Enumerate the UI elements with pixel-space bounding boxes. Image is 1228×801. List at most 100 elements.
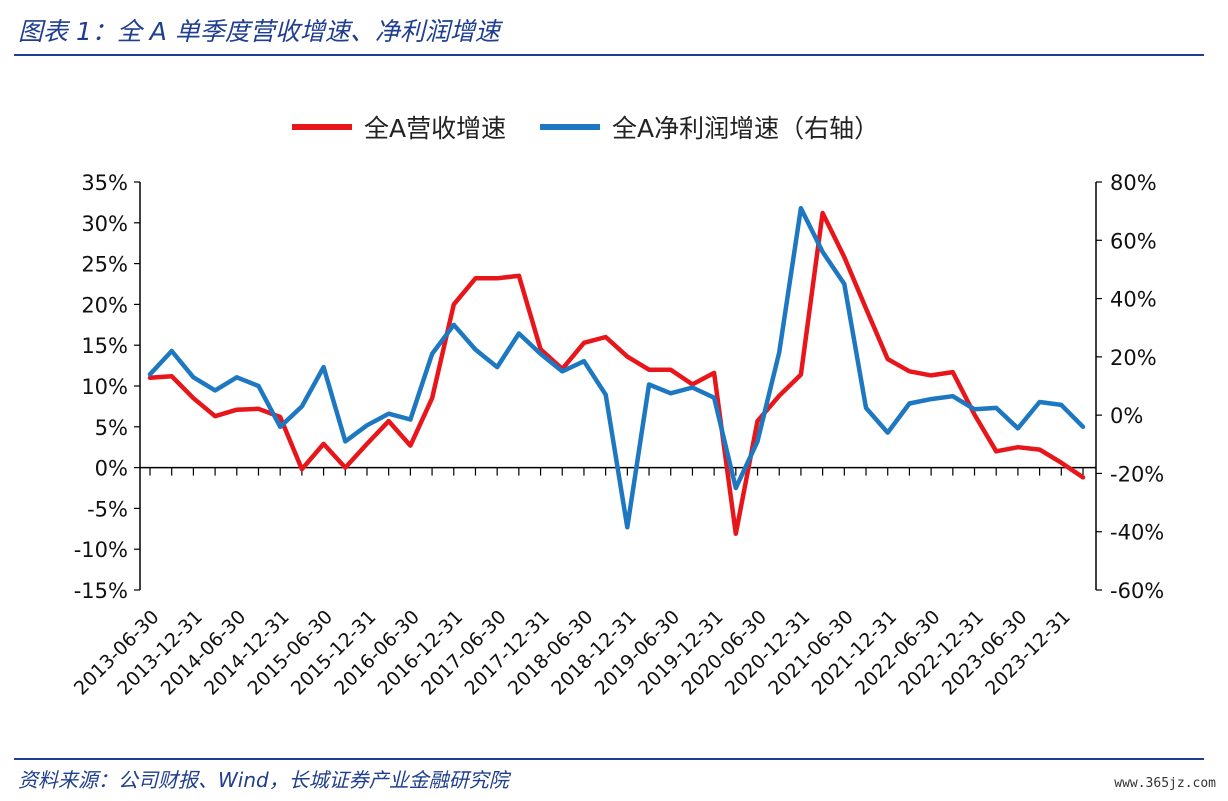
revenue-point	[365, 442, 369, 446]
right-y-tick-label: -60%	[1110, 579, 1164, 603]
profit-point	[430, 352, 434, 356]
revenue-point	[582, 341, 586, 345]
left-y-tick-label: 25%	[81, 253, 128, 277]
legend-label-revenue: 全A营收增速	[364, 114, 506, 143]
revenue-point	[647, 368, 651, 372]
revenue-point	[669, 368, 673, 372]
profit-point	[1081, 425, 1085, 429]
profit-point	[408, 417, 412, 422]
revenue-point	[408, 444, 412, 448]
profit-point	[886, 431, 890, 435]
right-y-tick-label: 80%	[1110, 171, 1157, 195]
right-y-tick-label: -40%	[1110, 521, 1164, 545]
profit-point	[517, 331, 521, 336]
profit-point	[495, 365, 499, 369]
revenue-point	[690, 382, 695, 386]
revenue-point	[278, 415, 282, 419]
series-line-profit	[147, 205, 1086, 530]
revenue-point	[972, 413, 977, 417]
revenue-point	[842, 255, 846, 259]
profit-point	[929, 397, 933, 401]
profit-point	[343, 439, 347, 443]
profit-point	[148, 372, 152, 376]
profit-point	[213, 388, 217, 392]
revenue-point	[864, 306, 868, 311]
left-y-tick-label: -5%	[87, 497, 128, 521]
left-y-tick-label: 35%	[81, 171, 128, 195]
profit-point	[1059, 403, 1063, 407]
revenue-point	[148, 376, 152, 380]
profit-point	[777, 350, 781, 355]
left-y-tick-label: -15%	[74, 579, 128, 603]
revenue-point	[604, 335, 608, 339]
profit-point	[387, 412, 391, 416]
profit-point	[669, 391, 673, 395]
profit-point	[191, 375, 195, 379]
profit-point	[951, 394, 955, 398]
profit-point	[235, 375, 239, 379]
revenue-point	[322, 442, 326, 446]
profit-point	[452, 323, 456, 327]
revenue-point	[1081, 475, 1085, 479]
figure-title: 图表 1：全 A 单季度营收增速、净利润增速	[18, 17, 500, 46]
left-y-tick-label: 10%	[81, 375, 128, 399]
revenue-point	[907, 369, 912, 373]
profit-point	[365, 423, 369, 427]
legend-label-profit: 全A净利润增速（右轴）	[612, 114, 879, 143]
revenue-point	[625, 355, 629, 359]
revenue-point	[430, 396, 434, 400]
profit-point	[560, 369, 564, 373]
watermark: www.365jz.com	[1114, 776, 1216, 791]
series-line-revenue	[147, 210, 1086, 536]
chart-axes: -15% -10% -5% 0% 5% 10% 15% 20% 25% 30% 35% -60% -40…	[70, 171, 1164, 700]
profit-point	[300, 404, 304, 408]
revenue-point	[886, 357, 890, 361]
profit-point	[734, 486, 738, 490]
profit-point	[647, 382, 651, 387]
revenue-point	[191, 396, 195, 400]
profit-point	[604, 393, 608, 397]
revenue-point	[495, 276, 499, 280]
left-y-tick-label: 0%	[95, 457, 128, 481]
right-y-tick-label: 40%	[1110, 288, 1157, 312]
revenue-point	[1059, 461, 1063, 465]
left-y-tick-label: 5%	[95, 416, 128, 440]
revenue-point	[387, 419, 391, 423]
profit-point	[972, 407, 977, 411]
footer-divider	[14, 758, 1204, 760]
revenue-point	[300, 467, 304, 471]
profit-point	[1016, 426, 1020, 430]
profit-point	[864, 406, 868, 410]
right-y-tick-label: 0%	[1110, 404, 1143, 428]
chart-series	[147, 205, 1086, 536]
revenue-point	[452, 302, 456, 306]
revenue-point	[994, 449, 998, 453]
left-y-tick-label: 20%	[81, 293, 128, 317]
right-y-tick-label: 60%	[1110, 229, 1157, 253]
profit-point	[755, 439, 760, 443]
revenue-point	[213, 414, 217, 418]
right-y-tick-label: 20%	[1110, 346, 1157, 370]
profit-point	[907, 401, 912, 406]
profit-point	[821, 250, 825, 254]
source-note: 资料来源：公司财报、Wind，长城证券产业金融研究院	[18, 768, 509, 792]
profit-point	[625, 525, 629, 529]
title-divider	[14, 54, 1204, 56]
profit-point	[994, 406, 998, 410]
right-y-tick-label: -20%	[1110, 462, 1164, 486]
revenue-point	[799, 373, 803, 377]
profit-point	[278, 425, 282, 429]
line-chart: 全A营收增速 全A净利润增速（右轴） -15% -10% -5% 0% 5% 10% 15%…	[70, 114, 1164, 700]
profit-point	[712, 396, 716, 400]
revenue-point	[517, 274, 521, 278]
revenue-point	[951, 370, 955, 374]
revenue-point	[777, 394, 781, 398]
profit-point	[473, 348, 478, 352]
revenue-point	[343, 466, 347, 470]
profit-point	[842, 282, 846, 286]
profit-point	[1038, 400, 1042, 404]
revenue-point	[170, 374, 174, 378]
revenue-point	[712, 371, 716, 375]
left-y-tick-label: -10%	[74, 538, 128, 562]
profit-point	[256, 384, 261, 388]
